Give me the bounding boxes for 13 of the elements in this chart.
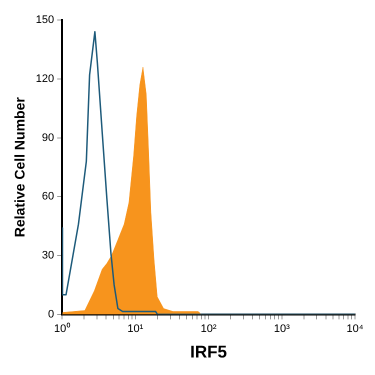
x-tick-label: 10¹ [127, 323, 144, 336]
x-tick-label: 10⁰ [54, 322, 70, 336]
y-axis-title: Relative Cell Number [11, 96, 28, 238]
y-tick-label: 30 [42, 250, 54, 262]
x-tick-label: 10² [200, 323, 217, 336]
y-tick-label: 60 [42, 190, 54, 203]
x-axis-title: IRF5 [190, 342, 227, 362]
y-tick-label: 150 [36, 14, 54, 26]
y-tick-label: 0 [48, 308, 54, 320]
y-tick-label: 90 [42, 132, 54, 144]
x-tick-label: 10³ [274, 323, 290, 336]
x-tick-label: 10⁴ [346, 323, 364, 336]
y-tick-label: 120 [36, 72, 54, 85]
